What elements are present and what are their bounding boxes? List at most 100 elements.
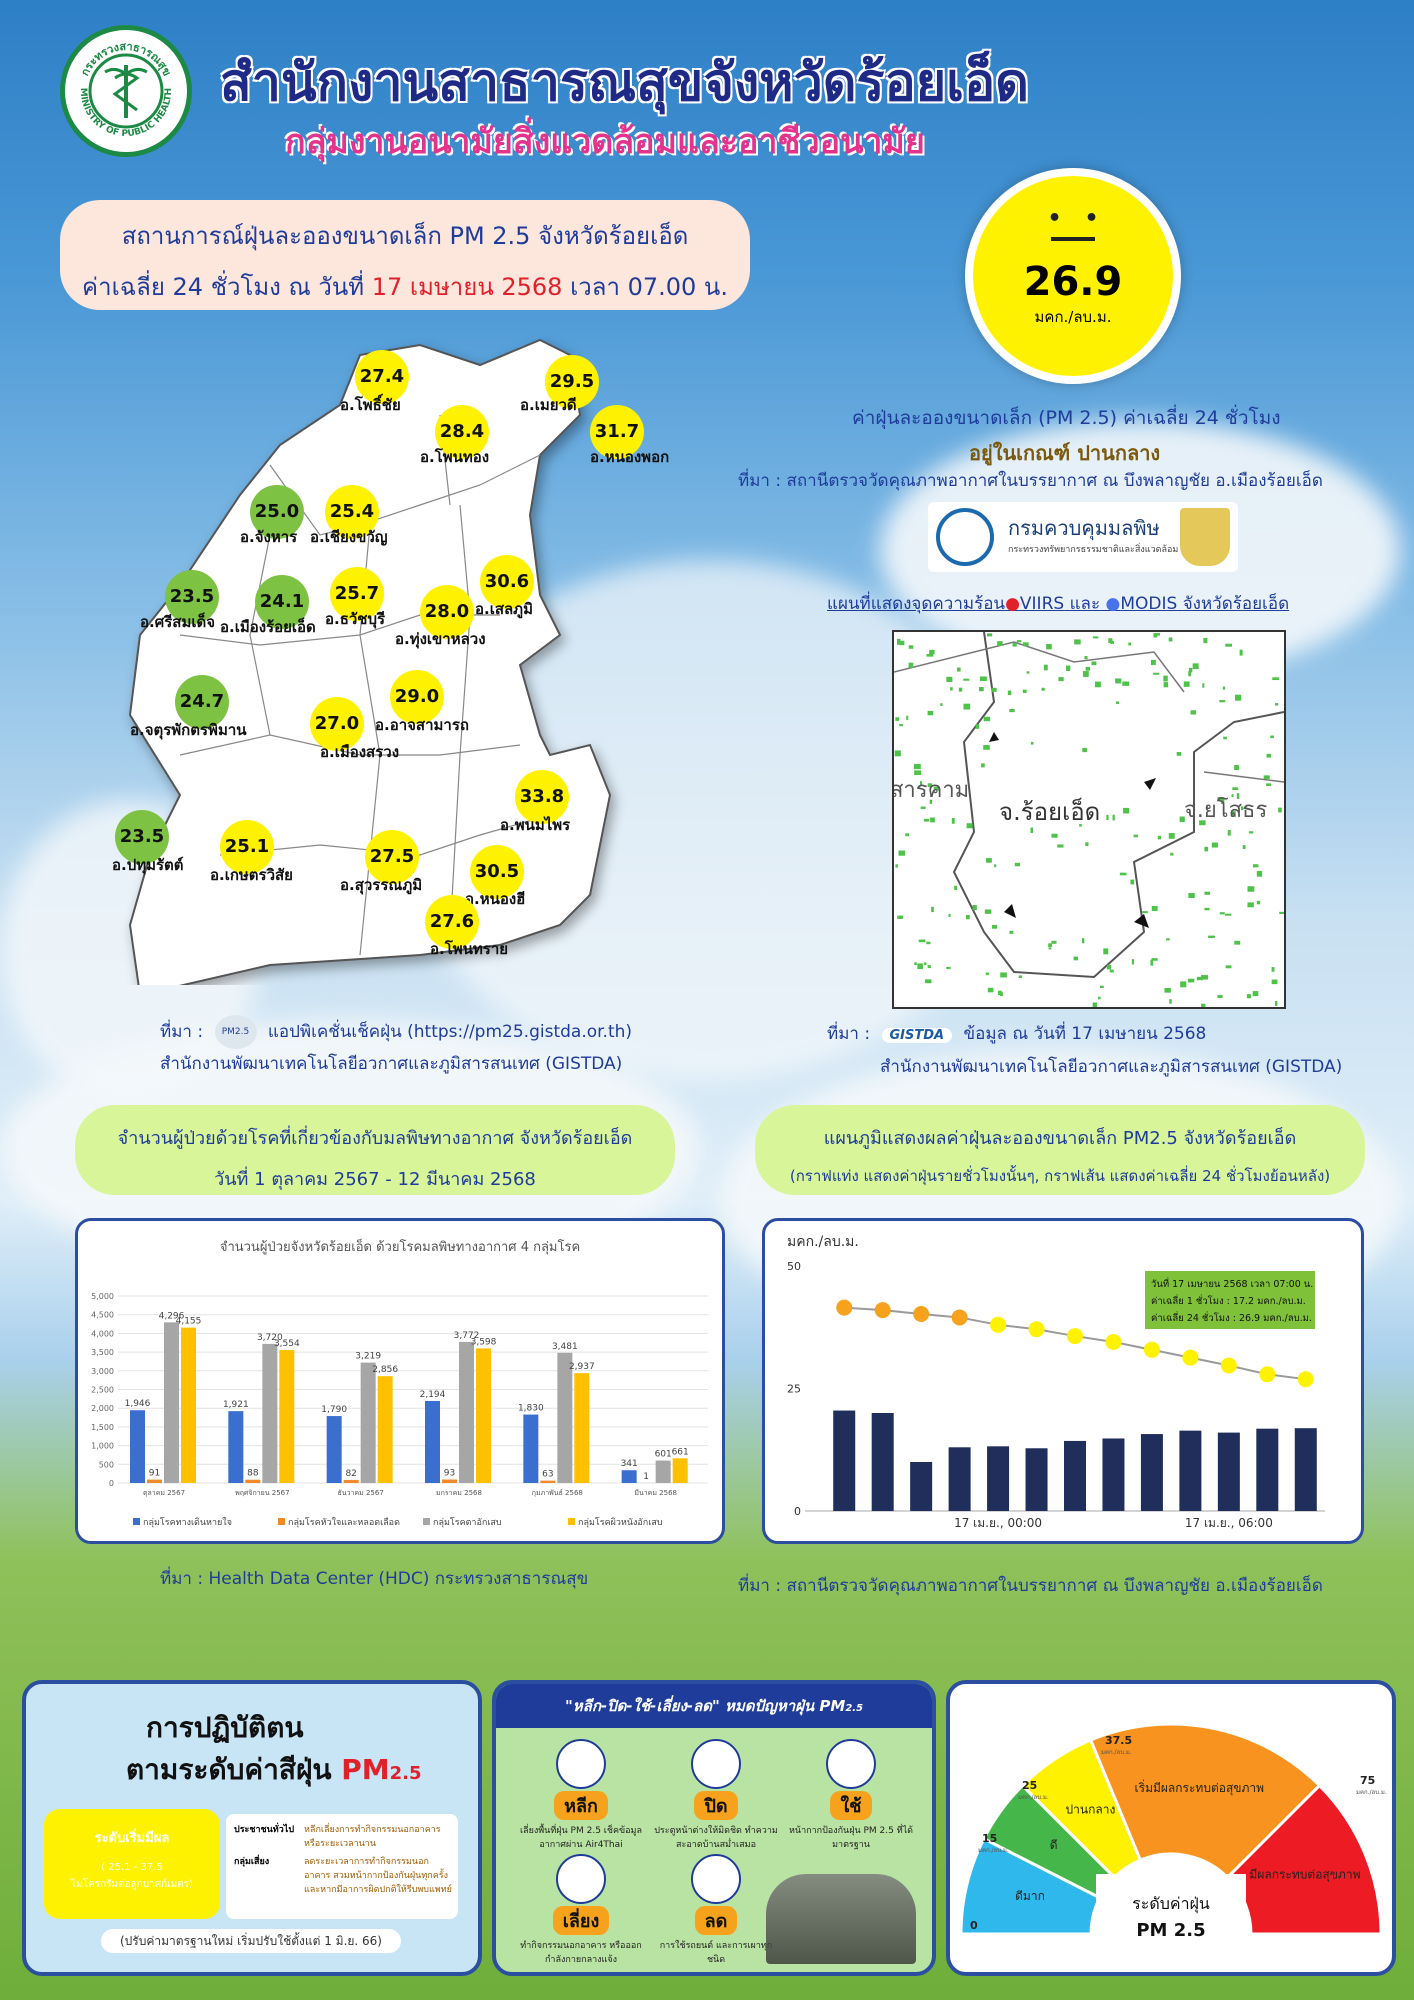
district-name: อ.จังหาร (240, 528, 298, 546)
vegetation-speck (899, 640, 905, 646)
vegetation-speck (1085, 666, 1091, 671)
bar (1102, 1438, 1125, 1511)
map-source-org: สำนักงานพัฒนาเทคโนโลยีอวกาศและภูมิสารสนเ… (160, 1054, 623, 1074)
stop-pm-item-word: ปิด (694, 1791, 738, 1820)
vegetation-speck (1164, 987, 1171, 993)
vegetation-speck (1016, 640, 1022, 643)
y-tick-label: 2,000 (91, 1404, 114, 1413)
vegetation-speck (926, 941, 931, 945)
vegetation-speck (1057, 844, 1064, 848)
district-name: อ.พนมไพร (500, 816, 571, 834)
practice-title2: ตามระดับค่าสีฝุ่น PM2.5 (126, 1748, 422, 1792)
bar (557, 1352, 573, 1483)
pm-chart-banner-line2: (กราฟแท่ง แสดงค่าฝุ่นรายชั่วโมงนั้นๆ, กร… (789, 1167, 1331, 1185)
vegetation-speck (950, 687, 953, 691)
district-name: อ.เชียงขวัญ (310, 528, 388, 546)
vegetation-speck (1266, 783, 1272, 786)
gauge-threshold-unit: มคก./ลบ.ม. (1101, 1749, 1132, 1756)
gauge-segment-label: เริ่มมีผลกระทบต่อสุขภาพ (1135, 1779, 1265, 1796)
district-map: 27.4 อ.โพธิ์ชัย 29.5 อ.เมยวดี 28.4 อ.โพนทอง 31… (112, 335, 700, 985)
vegetation-speck (895, 717, 900, 721)
bar (279, 1350, 295, 1483)
vegetation-speck (1219, 912, 1225, 915)
y-tick-label: 50 (787, 1260, 801, 1273)
practice-level: ระดับเริ่มมีผล (94, 1831, 170, 1846)
current-desc: ค่าฝุ่นละอองขนาดเล็ก (PM 2.5) ค่าเฉลี่ย … (852, 407, 1281, 429)
x-tick-label: มกราคม 2568 (436, 1489, 482, 1497)
stop-pm-item-word: ลด (694, 1906, 738, 1935)
page-title: สำนักงานสาธารณสุขจังหวัดร้อยเอ็ด (220, 53, 1029, 113)
district-pm-dot: 23.5 (115, 810, 169, 864)
vegetation-speck (1192, 663, 1199, 670)
bar (228, 1411, 244, 1483)
legend-label: กลุ่มโรคหัวใจและหลอดเลือด (288, 1517, 400, 1528)
gistda-logo: GISTDA (881, 1028, 953, 1043)
pm-level-gauge: ดีมาก ดี ปานกลาง เริ่มมีผลกระทบต่อสุขภาพ มีผ… (946, 1680, 1396, 1976)
practice-range: ( 25.1 - 37.5 (101, 1862, 163, 1873)
vegetation-speck (1000, 992, 1003, 997)
x-tick-label: ธันวาคม 2567 (338, 1489, 384, 1497)
pcd-name: กรมควบคุมมลพิษ (1008, 516, 1160, 540)
vegetation-speck (1112, 814, 1115, 821)
vegetation-speck (1030, 827, 1034, 834)
stop-pm-item-icon (691, 1854, 741, 1904)
practice-card: การปฏิบัติตน ตามระดับค่าสีฝุ่น PM2.5 ระด… (22, 1680, 482, 1976)
vegetation-speck (1153, 672, 1160, 675)
vegetation-speck (956, 667, 961, 672)
vegetation-speck (963, 678, 970, 681)
vegetation-speck (1131, 959, 1134, 965)
bar (910, 1462, 933, 1511)
y-tick-label: 4,500 (91, 1311, 114, 1320)
bar-data-label: 3,219 (355, 1352, 381, 1362)
avg24h-point (913, 1306, 930, 1323)
vegetation-speck (1201, 1003, 1206, 1007)
stop-pm-item: หลีก เลี่ยงพื้นที่ฝุ่น PM 2.5 เช็คข้อมูลอ… (516, 1739, 646, 1851)
hotspot-map: จ.ร้อยเอ็ด สารคาม จ.ยโสธร (892, 630, 1286, 1009)
practice-general-text: หลีกเลี่ยงการทำกิจกรรมนอกอาคาร หรือระยะเ… (304, 1825, 441, 1849)
vegetation-speck (1272, 677, 1280, 681)
vegetation-speck (1199, 820, 1206, 826)
pm-info-line: วันที่ 17 เมษายน 2568 เวลา 07:00 น. (1151, 1277, 1313, 1290)
pm-hourly-chart-svg: มคก./ลบ.ม. 0 25 50 17 เม.ย., 00:00 17 เม.ย., … (787, 1234, 1325, 1530)
vegetation-speck (992, 924, 998, 929)
district-name: อ.ทุ่งเขาหลวง (395, 630, 486, 648)
bar-data-label: 82 (345, 1469, 356, 1479)
vegetation-speck (984, 909, 992, 914)
bar (833, 1410, 856, 1511)
vegetation-speck (946, 966, 951, 969)
vegetation-speck (927, 710, 934, 716)
vegetation-speck (1142, 911, 1148, 914)
vegetation-speck (1266, 753, 1271, 758)
patients-banner: จำนวนผู้ป่วยด้วยโรคที่เกี่ยวข้องกับมลพิษ… (75, 1105, 675, 1195)
bar (245, 1479, 261, 1483)
bar-data-label: 2,856 (372, 1365, 398, 1375)
pcd-logo: กรมควบคุมมลพิษ กระทรวงทรัพยากรธรรมชาติแล… (928, 502, 1238, 572)
avg24h-point (1143, 1341, 1160, 1358)
district-pm-dot: 24.7 (175, 675, 229, 729)
district-name: อ.โพธิ์ชัย (340, 396, 401, 414)
stop-pm-item: ลดการใช้รถยนต์ และการเผาทุกชนิด (651, 1854, 781, 1966)
map-source-app: แอปพิเคชั่นเช็คฝุ่น (https://pm25.gistda… (267, 1022, 633, 1042)
legend-swatch (133, 1518, 140, 1525)
vegetation-speck (1022, 642, 1029, 647)
vegetation-speck (1115, 701, 1119, 705)
vegetation-speck (1203, 637, 1208, 644)
modis-dot-icon: ● (1105, 594, 1121, 614)
district-pm-dot: 27.4 (355, 350, 409, 404)
vegetation-speck (1217, 797, 1225, 802)
map-source: ที่มา : PM2.5 แอปพิเคชั่นเช็คฝุ่น (https… (160, 1015, 632, 1049)
bar-data-label: 601 (655, 1450, 672, 1460)
practice-risk-text: ลดระยะเวลาการทำกิจกรรมนอกอาคาร สวมหน้ากา… (304, 1857, 452, 1895)
x-tick-label: ตุลาคม 2567 (143, 1489, 185, 1497)
avg24h-point (1028, 1321, 1045, 1338)
gauge-segment-label: ดี (1050, 1838, 1058, 1852)
vegetation-speck (1256, 870, 1263, 877)
bar-data-label: 63 (542, 1470, 553, 1480)
bar-data-label: 2,937 (569, 1362, 595, 1372)
vegetation-speck (1030, 741, 1034, 745)
vegetation-speck (975, 724, 980, 729)
hotspot-title: แผนที่แสดงจุดความร้อน●VIIRS และ ●MODIS จ… (827, 590, 1289, 617)
stop-pm-item-desc: การใช้รถยนต์ และการเผาทุกชนิด (659, 1941, 773, 1965)
vegetation-speck (1157, 835, 1162, 840)
neutral-face-icon: • • (1047, 206, 1099, 231)
